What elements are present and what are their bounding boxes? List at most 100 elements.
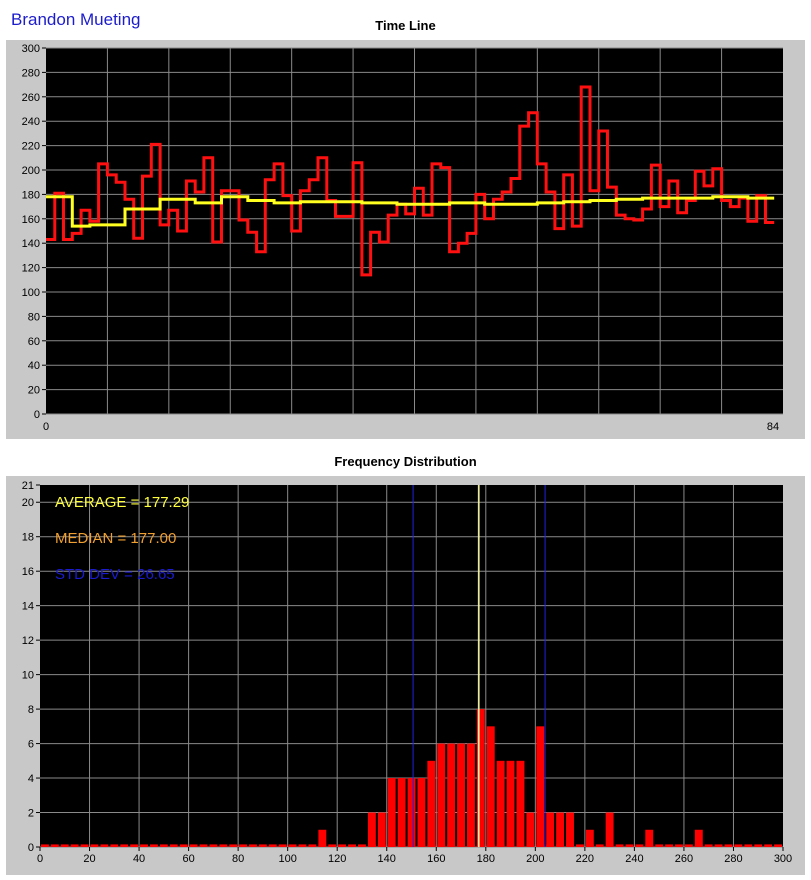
histogram-x-tick-label: 260 [675, 853, 693, 865]
histogram-bar [367, 812, 376, 847]
frequency-distribution-title: Frequency Distribution [334, 454, 477, 469]
timeline-running-average-series [46, 195, 775, 228]
histogram-baseline-stub [120, 844, 129, 847]
histogram-baseline-stub [159, 844, 168, 847]
stddev-annotation: STD DEV = 26.65 [55, 566, 175, 583]
histogram-baseline-stub [189, 844, 198, 847]
histogram-bar [585, 829, 594, 847]
histogram-y-tick-label: 10 [22, 670, 34, 682]
histogram-bar [447, 743, 456, 847]
histogram-baseline-stub [169, 844, 178, 847]
histogram-bar [476, 709, 485, 847]
timeline-y-tick-label: 220 [22, 141, 40, 153]
timeline-y-tick-label: 140 [22, 238, 40, 250]
histogram-baseline-stub [80, 844, 89, 847]
histogram-baseline-stub [258, 844, 267, 847]
histogram-bar [427, 760, 436, 847]
histogram-bar [516, 760, 525, 847]
histogram-baseline-stub [764, 844, 773, 847]
histogram-baseline-stub [140, 844, 148, 847]
timeline-title: Time Line [375, 18, 436, 33]
histogram-baseline-stub [675, 844, 683, 847]
histogram-x-tick-label: 0 [37, 853, 43, 865]
median-annotation: MEDIAN = 177.00 [55, 530, 176, 547]
histogram-bar [437, 743, 446, 847]
timeline-y-tick-label: 60 [28, 336, 40, 348]
histogram-baseline-stub [60, 844, 69, 847]
histogram-baseline-stub [100, 844, 109, 847]
histogram-x-tick-label: 20 [83, 853, 95, 865]
histogram-bar [417, 778, 426, 847]
timeline-x-tick-label-end: 84 [767, 421, 779, 433]
timeline-y-tick-label: 0 [34, 409, 40, 421]
histogram-x-tick-label: 200 [526, 853, 544, 865]
histogram-baseline-stub [130, 844, 139, 847]
histogram-baseline-stub [625, 844, 634, 847]
histogram-baseline-stub [278, 844, 287, 847]
histogram-bar [457, 743, 465, 847]
histogram-y-tick-label: 8 [28, 704, 34, 716]
histogram-baseline-stub [50, 844, 59, 847]
histogram-x-tick-label: 120 [328, 853, 346, 865]
histogram-baseline-stub [70, 844, 79, 847]
histogram-baseline-stub [298, 844, 307, 847]
histogram-bar [486, 726, 495, 847]
histogram-baseline-stub [110, 844, 119, 847]
timeline-y-tick-label: 40 [28, 360, 40, 372]
histogram-x-tick-label: 300 [774, 853, 792, 865]
timeline-y-tick-label: 20 [28, 385, 40, 397]
histogram-baseline-stub [754, 844, 763, 847]
timeline-y-tick-label: 240 [22, 116, 40, 128]
timeline-y-tick-label: 120 [22, 263, 40, 275]
histogram-baseline-stub [724, 844, 733, 847]
histogram-baseline-stub [308, 844, 317, 847]
histogram-y-tick-label: 16 [22, 566, 34, 578]
histogram-x-tick-label: 80 [232, 853, 244, 865]
timeline-red-series [46, 85, 775, 277]
histogram-x-tick-label: 100 [278, 853, 296, 865]
histogram-bar [694, 829, 703, 847]
timeline-y-tick-label: 100 [22, 287, 40, 299]
histogram-baseline-stub [268, 844, 277, 847]
histogram-baseline-stub [229, 844, 238, 847]
histogram-baseline-stub [774, 844, 782, 847]
histogram-bar [377, 812, 386, 847]
histogram-bar [506, 760, 515, 847]
histogram-bar [496, 760, 505, 847]
histogram-bar [318, 829, 327, 847]
histogram-baseline-stub [249, 844, 257, 847]
histogram-bar [397, 778, 406, 847]
histogram-x-tick-label: 40 [133, 853, 145, 865]
histogram-baseline-stub [209, 844, 218, 847]
histogram-baseline-stub [595, 844, 604, 847]
histogram-baseline-stub [734, 844, 743, 847]
histogram-y-tick-label: 20 [22, 497, 34, 509]
histogram-bar [566, 812, 574, 847]
histogram-baseline-stub [239, 844, 248, 847]
histogram-y-tick-label: 6 [28, 739, 34, 751]
timeline-y-tick-label: 280 [22, 67, 40, 79]
histogram-bar [546, 812, 555, 847]
histogram-bar [645, 829, 654, 847]
histogram-x-tick-label: 280 [724, 853, 742, 865]
timeline-y-tick-label: 80 [28, 311, 40, 323]
user-name: Brandon Mueting [11, 10, 141, 29]
timeline-y-tick-label: 160 [22, 214, 40, 226]
histogram-baseline-stub [635, 844, 644, 847]
histogram-baseline-stub [149, 844, 158, 847]
histogram-x-tick-label: 240 [625, 853, 643, 865]
timeline-y-tick-label: 300 [22, 43, 40, 55]
histogram-x-tick-label: 140 [378, 853, 396, 865]
histogram-baseline-stub [199, 844, 208, 847]
histogram-baseline-stub [358, 844, 366, 847]
histogram-baseline-stub [744, 844, 753, 847]
timeline-y-tick-label: 260 [22, 92, 40, 104]
histogram-x-tick-label: 220 [576, 853, 594, 865]
histogram-baseline-stub [575, 844, 584, 847]
histogram-bar [605, 812, 614, 847]
histogram-y-tick-label: 2 [28, 808, 34, 820]
histogram-baseline-stub [288, 844, 297, 847]
histogram-y-tick-label: 14 [22, 601, 34, 613]
histogram-baseline-stub [684, 844, 693, 847]
